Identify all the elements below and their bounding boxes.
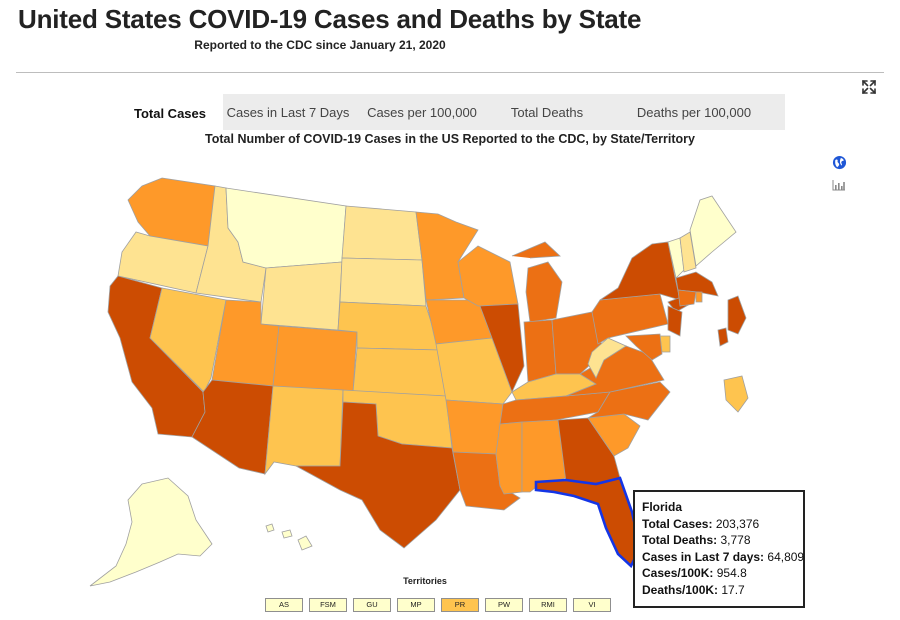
state-ri[interactable]: [695, 291, 703, 303]
tooltip-value: 954.8: [716, 566, 747, 581]
territory-pr[interactable]: PR: [441, 598, 479, 612]
tab-total-deaths[interactable]: Total Deaths: [510, 104, 584, 120]
expand-icon[interactable]: [862, 80, 876, 94]
tooltip-label: Cases/100K:: [642, 566, 714, 581]
state-me[interactable]: [689, 195, 737, 267]
territories-label: Territories: [403, 576, 447, 586]
state-nm[interactable]: [264, 385, 344, 476]
state-co[interactable]: [272, 325, 358, 393]
tooltip-state-name: Florida: [642, 500, 683, 514]
tab-cases-last-7-days[interactable]: Cases in Last 7 Days: [226, 104, 350, 120]
territory-mp[interactable]: MP: [397, 598, 435, 612]
tab-total-cases[interactable]: Total Cases: [117, 94, 223, 130]
state-ms[interactable]: [495, 421, 523, 495]
state-sd[interactable]: [339, 257, 427, 307]
territory-rmi[interactable]: RMI: [529, 598, 567, 612]
tab-cases-per-100000[interactable]: Cases per 100,000: [367, 104, 477, 120]
state-nh[interactable]: [679, 231, 697, 273]
tab-deaths-per-100000[interactable]: Deaths per 100,000: [636, 104, 752, 120]
state-ks[interactable]: [352, 347, 447, 397]
state-ny[interactable]: [599, 241, 681, 301]
tooltip-value: 17.7: [721, 582, 745, 597]
state-mi[interactable]: [511, 241, 563, 323]
globe-icon[interactable]: [832, 155, 847, 170]
territory-as[interactable]: AS: [265, 598, 303, 612]
tooltip-label: Cases in Last 7 days:: [642, 549, 765, 564]
tooltip-row: Cases in Last 7 days: 64,809: [642, 549, 805, 566]
tooltip-value: 64,809: [767, 549, 805, 564]
metric-tabs: Total Cases Cases in Last 7 Days Cases p…: [117, 94, 785, 130]
state-ak[interactable]: [89, 477, 213, 587]
bar-chart-icon[interactable]: [832, 179, 846, 191]
us-choropleth-map: [89, 177, 749, 587]
page-subtitle: Reported to the CDC since January 21, 20…: [194, 38, 446, 52]
state-wy[interactable]: [260, 261, 343, 331]
territory-vi[interactable]: VI: [573, 598, 611, 612]
tooltip-value: 3,778: [720, 533, 751, 548]
tooltip-label: Deaths/100K:: [642, 582, 719, 597]
state-hi[interactable]: [265, 523, 313, 551]
state-az[interactable]: [191, 379, 274, 475]
state-pri[interactable]: [723, 375, 749, 413]
state-ct[interactable]: [677, 289, 697, 307]
state-tx[interactable]: [295, 401, 461, 549]
territory-legend: AS FSM GU MP PR PW RMI VI: [265, 598, 611, 612]
state-nj[interactable]: [667, 305, 683, 337]
territory-fsm[interactable]: FSM: [309, 598, 347, 612]
state-mo[interactable]: [435, 337, 513, 405]
territory-gu[interactable]: GU: [353, 598, 391, 612]
tooltip-row: Cases/100K: 954.8: [642, 565, 803, 582]
state-in[interactable]: [523, 319, 557, 383]
tooltip-row: Total Deaths: 3,778: [642, 532, 803, 549]
state-il[interactable]: [479, 303, 525, 394]
state-nj-inset[interactable]: [717, 327, 729, 347]
state-md[interactable]: [625, 333, 663, 361]
map-title: Total Number of COVID-19 Cases in the US…: [205, 132, 695, 146]
state-mt[interactable]: [225, 187, 347, 269]
state-wi[interactable]: [457, 245, 519, 307]
page-title: United States COVID-19 Cases and Deaths …: [18, 4, 642, 34]
tooltip-row: Total Cases: 203,376: [642, 516, 803, 533]
state-fl[interactable]: [534, 476, 642, 569]
state-tooltip: Florida Total Cases: 203,376 Total Death…: [633, 490, 805, 608]
header-divider: [16, 72, 884, 73]
tooltip-label: Total Deaths:: [642, 533, 718, 548]
tooltip-row: Deaths/100K: 17.7: [642, 582, 803, 599]
tooltip-label: Total Cases:: [642, 516, 713, 531]
state-nv[interactable]: [149, 287, 227, 393]
state-nd[interactable]: [341, 205, 423, 261]
state-ma-inset[interactable]: [727, 295, 747, 335]
state-ar[interactable]: [445, 399, 504, 455]
territory-pw[interactable]: PW: [485, 598, 523, 612]
tooltip-value: 203,376: [715, 516, 760, 531]
